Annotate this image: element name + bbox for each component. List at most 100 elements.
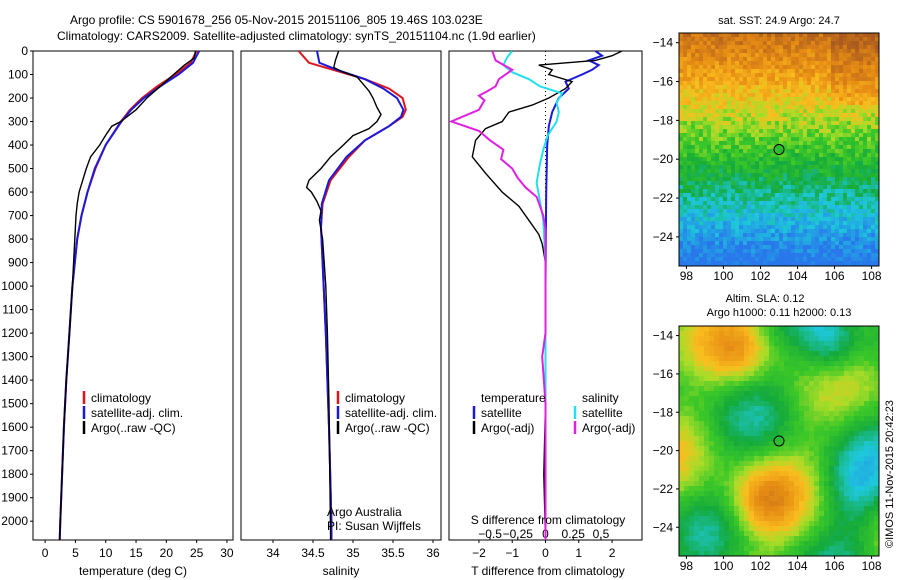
map-cell: [739, 189, 744, 194]
map-cell: [787, 93, 792, 98]
map-cell: [811, 177, 816, 182]
map-cell: [744, 486, 750, 492]
map-cell: [694, 436, 700, 442]
map-cell: [819, 521, 825, 527]
map-cell: [763, 257, 768, 262]
map-cell: [724, 401, 730, 407]
map-cell: [709, 486, 715, 492]
map-cell: [715, 245, 720, 250]
map-cell: [787, 201, 792, 206]
map-cell: [799, 37, 804, 42]
map-cell: [684, 396, 690, 402]
map-cell: [827, 253, 832, 258]
map-cell: [699, 451, 705, 457]
map-cell: [819, 511, 825, 517]
map-cell: [799, 491, 805, 497]
map-cell: [835, 37, 840, 42]
map-cell: [711, 193, 716, 198]
map-cell: [779, 341, 785, 347]
map-cell: [814, 386, 820, 392]
map-cell: [791, 221, 796, 226]
map-cell: [855, 221, 860, 226]
map-cell: [699, 165, 704, 170]
map-cell: [751, 257, 756, 262]
map-cell: [835, 245, 840, 250]
map-cell: [787, 245, 792, 250]
map-cell: [687, 93, 692, 98]
map-cell: [724, 506, 730, 512]
map-cell: [719, 496, 725, 502]
map-cell: [779, 193, 784, 198]
map-cell: [703, 189, 708, 194]
map-cell: [819, 213, 824, 218]
map-cell: [869, 431, 875, 437]
map-y-tick-label: −16: [653, 367, 674, 381]
map-cell: [819, 446, 825, 452]
map-cell: [864, 411, 870, 417]
map-cell: [827, 137, 832, 142]
map-cell: [789, 366, 795, 372]
map-cell: [875, 193, 879, 198]
map-cell: [709, 546, 715, 552]
map-cell: [819, 89, 824, 94]
map-cell: [774, 496, 780, 502]
map-cell: [727, 77, 732, 82]
map-cell: [795, 181, 800, 186]
map-cell: [811, 105, 816, 110]
map-cell: [869, 401, 875, 407]
map-cell: [811, 41, 816, 46]
map-cell: [791, 77, 796, 82]
map-cell: [747, 97, 752, 102]
map-cell: [784, 466, 790, 472]
map-cell: [711, 177, 716, 182]
map-cell: [779, 129, 784, 134]
map-cell: [735, 93, 740, 98]
map-cell: [811, 37, 816, 42]
map-cell: [699, 506, 705, 512]
map-cell: [811, 117, 816, 122]
map-cell: [747, 101, 752, 106]
map-cell: [764, 361, 770, 367]
map-cell: [871, 89, 876, 94]
map-cell: [779, 57, 784, 62]
map-cell: [829, 416, 835, 422]
map-cell: [834, 526, 840, 532]
map-cell: [771, 153, 776, 158]
map-cell: [814, 506, 820, 512]
map-cell: [803, 181, 808, 186]
map-cell: [855, 197, 860, 202]
map-cell: [769, 391, 775, 397]
map-cell: [787, 117, 792, 122]
map-cell: [747, 125, 752, 130]
map-cell: [819, 161, 824, 166]
map-cell: [807, 81, 812, 86]
map-cell: [729, 521, 735, 527]
map-cell: [711, 237, 716, 242]
map-cell: [767, 73, 772, 78]
map-cell: [714, 466, 720, 472]
map-cell: [751, 169, 756, 174]
map-cell: [779, 93, 784, 98]
map-cell: [767, 161, 772, 166]
map-cell: [784, 366, 790, 372]
map-cell: [847, 105, 852, 110]
map-cell: [839, 546, 845, 552]
map-cell: [819, 65, 824, 70]
map-cell: [823, 233, 828, 238]
sla-map-axes: 98 100 102 104 106 108−14−16−18−20−22−24: [653, 329, 882, 573]
map-cell: [684, 521, 690, 527]
map-cell: [795, 89, 800, 94]
map-cell: [834, 511, 840, 517]
map-cell: [867, 205, 872, 210]
map-cell: [771, 121, 776, 126]
map-cell: [807, 161, 812, 166]
map-cell: [807, 121, 812, 126]
map-cell: [859, 229, 864, 234]
map-cell: [775, 93, 780, 98]
map-cell: [795, 77, 800, 82]
map-cell: [789, 351, 795, 357]
map-cell: [819, 496, 825, 502]
map-y-tick-label: −14: [653, 36, 674, 50]
map-cell: [679, 109, 684, 114]
map-cell: [794, 391, 800, 397]
